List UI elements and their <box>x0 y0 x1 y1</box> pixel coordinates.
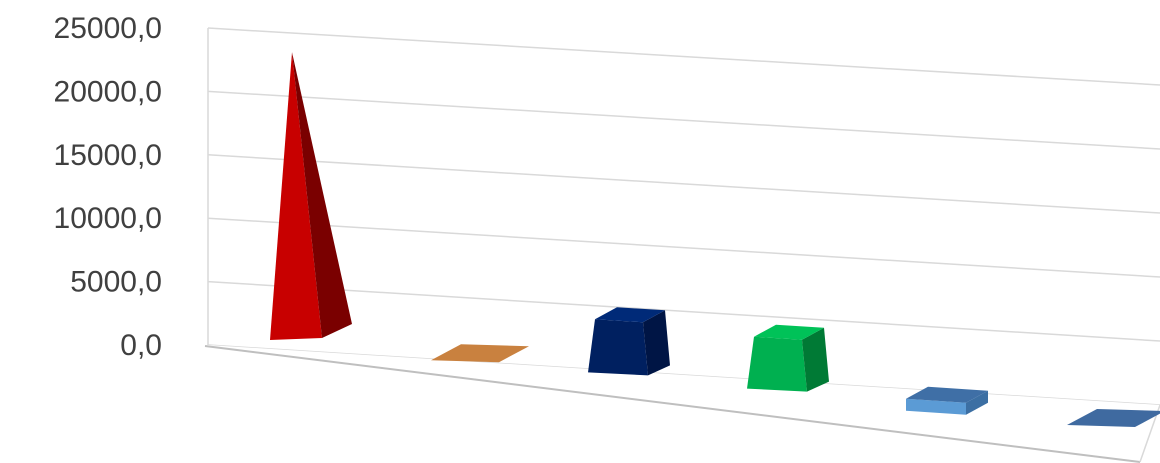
bars <box>270 52 1160 427</box>
bar-top-face <box>595 307 665 323</box>
gridlines <box>207 27 1160 406</box>
bar-side-face <box>643 310 670 376</box>
chart-floor <box>204 345 1160 463</box>
y-tick-label: 5000,0 <box>70 266 162 299</box>
floor-surface <box>205 345 1160 462</box>
bar-front-face <box>270 52 322 340</box>
gridline <box>207 280 1160 342</box>
bar-top-face <box>1067 409 1160 427</box>
y-tick-label: 25000,0 <box>54 12 162 45</box>
bar-top-face <box>906 386 988 403</box>
y-tick-label: 0,0 <box>120 329 162 362</box>
bar <box>588 307 670 376</box>
bar-front-face <box>906 398 966 415</box>
bar <box>431 344 529 363</box>
bar-top-face <box>431 344 529 363</box>
floor-front-edge <box>204 345 1141 463</box>
bar <box>747 324 829 392</box>
bar-top-face <box>754 324 824 340</box>
bar <box>270 52 352 340</box>
y-tick-label: 15000,0 <box>54 139 162 172</box>
gridline <box>207 217 1160 278</box>
bar-side-face <box>292 52 352 338</box>
bar-front-face <box>588 319 648 376</box>
bar-side-face <box>966 390 988 415</box>
bar-side-face <box>802 327 829 392</box>
y-axis-tick-labels: 0,0 5000,0 10000,0 15000,0 20000,0 25000,0 <box>54 12 162 362</box>
gridline <box>207 154 1160 214</box>
y-tick-label: 20000,0 <box>54 75 162 108</box>
bar <box>906 386 988 415</box>
gridline <box>207 90 1160 150</box>
gridline <box>207 27 1160 86</box>
bar <box>1067 409 1160 427</box>
y-tick-label: 10000,0 <box>54 202 162 235</box>
bar-front-face <box>747 336 807 392</box>
